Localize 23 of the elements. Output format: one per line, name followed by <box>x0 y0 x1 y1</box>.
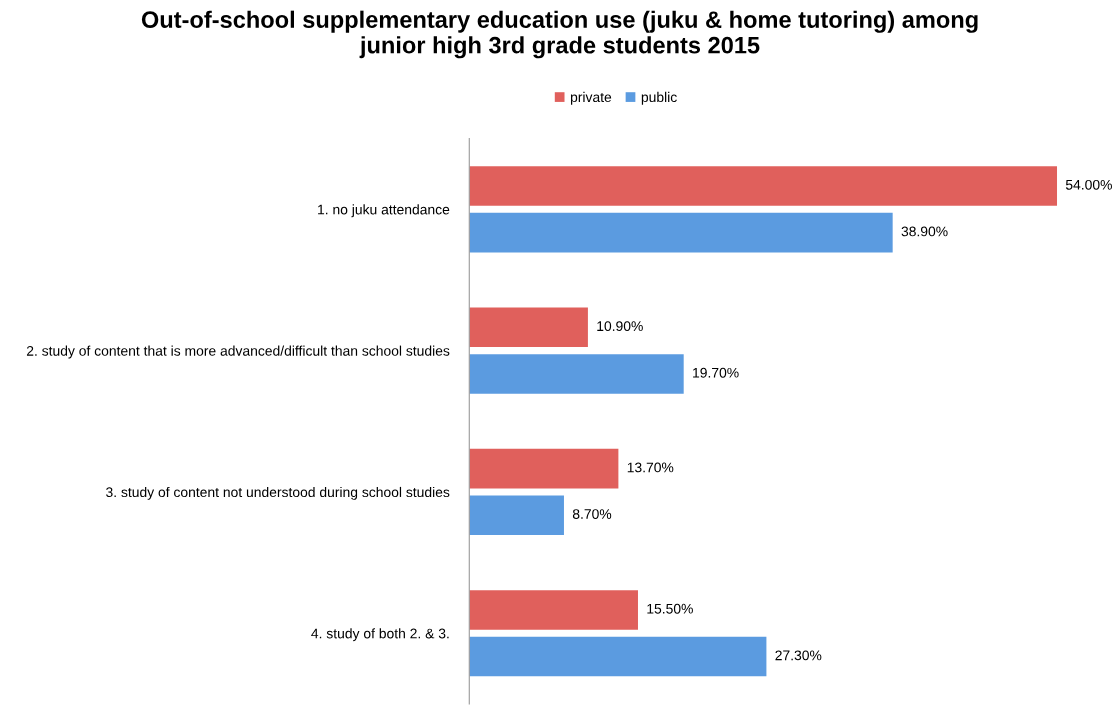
data-label: 19.70% <box>693 367 739 378</box>
data-label: 27.30% <box>775 650 822 661</box>
bar <box>469 166 1058 206</box>
y-tick-label: 3. study of content not understood during school studies <box>106 486 450 500</box>
legend-label: private <box>570 91 612 105</box>
chart-title: Out-of-school supplementary education use (juku & home tutoring) among junior high 3rd grade students 2015 <box>141 10 978 59</box>
data-label: 13.70% <box>627 462 674 473</box>
bar <box>469 636 767 677</box>
legend-label: public <box>641 91 677 105</box>
y-tick-label: 2. study of content that is more advanced/difficult than school studies <box>26 345 450 359</box>
y-tick-label: 4. study of both 2. & 3. <box>311 628 449 642</box>
bar <box>469 590 638 630</box>
bar <box>469 495 564 536</box>
bar <box>469 448 619 489</box>
y-tick-label: 1. no juku attendance <box>318 204 450 218</box>
bar <box>469 354 684 394</box>
data-label: 15.50% <box>647 603 693 614</box>
bar <box>469 307 588 348</box>
data-label: 10.90% <box>597 321 643 332</box>
bar <box>469 212 893 253</box>
data-label: 38.90% <box>901 226 948 237</box>
data-label: 54.00% <box>1065 179 1112 190</box>
data-label: 8.70% <box>572 509 612 519</box>
